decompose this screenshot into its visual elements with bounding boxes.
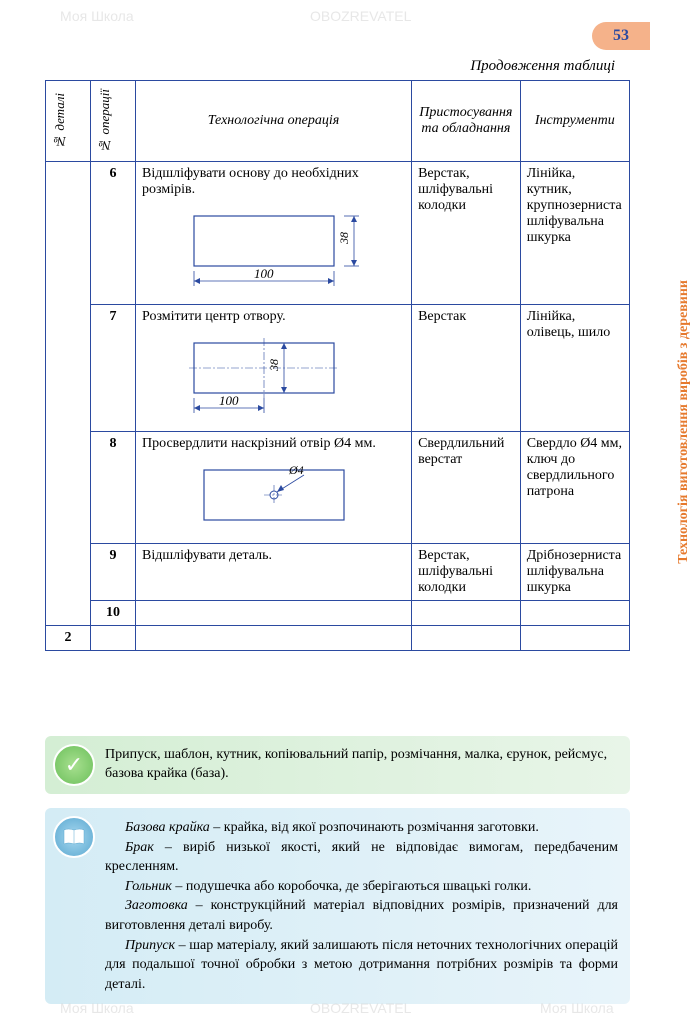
table-row: 2 [46,625,630,650]
op-tools: Лінійка, кутник, крупнозерниста шліфувал… [520,161,629,304]
table-header-row: № деталі № операції Технологічна операці… [46,81,630,162]
op-desc-cell: Розмітити центр отвору. 38 100 [136,304,412,431]
op-tools: Лінійка, олівець, шило [520,304,629,431]
table-row: 9 Відшліфувати деталь. Верстак, шліфувал… [46,543,630,600]
op-number: 10 [91,600,136,625]
header-tech-op: Технологічна операція [136,81,412,162]
svg-text:100: 100 [254,266,274,281]
op-tools [520,600,629,625]
watermark: Моя Школа [60,8,134,24]
side-chapter-label: Технологія виготовлення виробів з дереви… [676,280,690,564]
def-item: Брак – виріб низької якості, який не від… [105,838,618,877]
terms-text: Припуск, шаблон, кутник, копіювальний па… [105,747,607,781]
header-tools: Інструменти [520,81,629,162]
detail-number: 2 [46,625,91,650]
watermark: OBOZREVATEL [310,8,411,24]
table-row: 7 Розмітити центр отвору. 38 100 [46,304,630,431]
op-equip: Верстак, шліфувальні колодки [412,161,521,304]
op-number: 8 [91,431,136,543]
op-number: 6 [91,161,136,304]
svg-text:38: 38 [337,232,351,245]
terms-box: ✓ Припуск, шаблон, кутник, копіювальний … [45,736,630,794]
op-desc-cell: Відшліфувати основу до необхідних розмір… [136,161,412,304]
op-desc-cell: Просвердлити наскрізний отвір Ø4 мм. Ø4 [136,431,412,543]
op-number: 9 [91,543,136,600]
diagram-rect-100x38: 38 100 [164,206,384,296]
svg-text:Ø4: Ø4 [288,463,304,477]
op-equip: Верстак [412,304,521,431]
def-item: Базова крайка – крайка, від якої розпочи… [105,818,618,838]
op-equip: Свердлильний верстат [412,431,521,543]
def-item: Заготовка – конструкційний матеріал відп… [105,896,618,935]
op-desc: Просвердлити наскрізний отвір Ø4 мм. [142,436,376,451]
book-icon [53,816,95,858]
definitions-box: Базова крайка – крайка, від якої розпочи… [45,808,630,1004]
op-desc: Відшліфувати основу до необхідних розмір… [142,166,359,197]
header-detail: № деталі [52,89,68,153]
op-desc [136,600,412,625]
def-item: Гольник – подушечка або коробочка, де зб… [105,877,618,897]
operations-table: № деталі № операції Технологічна операці… [45,80,630,651]
header-operation: № операції [97,85,113,157]
check-icon: ✓ [53,744,95,786]
op-number: 7 [91,304,136,431]
svg-text:100: 100 [219,393,239,408]
def-item: Припуск – шар матеріалу, який залишають … [105,936,618,995]
table-continuation-label: Продовження таблиці [470,58,615,75]
op-desc: Відшліфувати деталь. [136,543,412,600]
table-row: 6 Відшліфувати основу до необхідних розм… [46,161,630,304]
op-equip [412,600,521,625]
op-tools: Свердло Ø4 мм, ключ до свердлильного пат… [520,431,629,543]
op-equip: Верстак, шліфувальні колодки [412,543,521,600]
header-equipment: Пристосування та обладнання [412,81,521,162]
op-desc: Розмітити центр отвору. [142,309,286,324]
page-number: 53 [592,22,650,50]
svg-text:38: 38 [267,359,281,372]
op-tools: Дрібнозерниста шліфувальна шкурка [520,543,629,600]
diagram-center-mark: 38 100 [164,333,384,423]
diagram-hole-d4: Ø4 [174,460,374,535]
table-row: 8 Просвердлити наскрізний отвір Ø4 мм. Ø… [46,431,630,543]
table-row: 10 [46,600,630,625]
